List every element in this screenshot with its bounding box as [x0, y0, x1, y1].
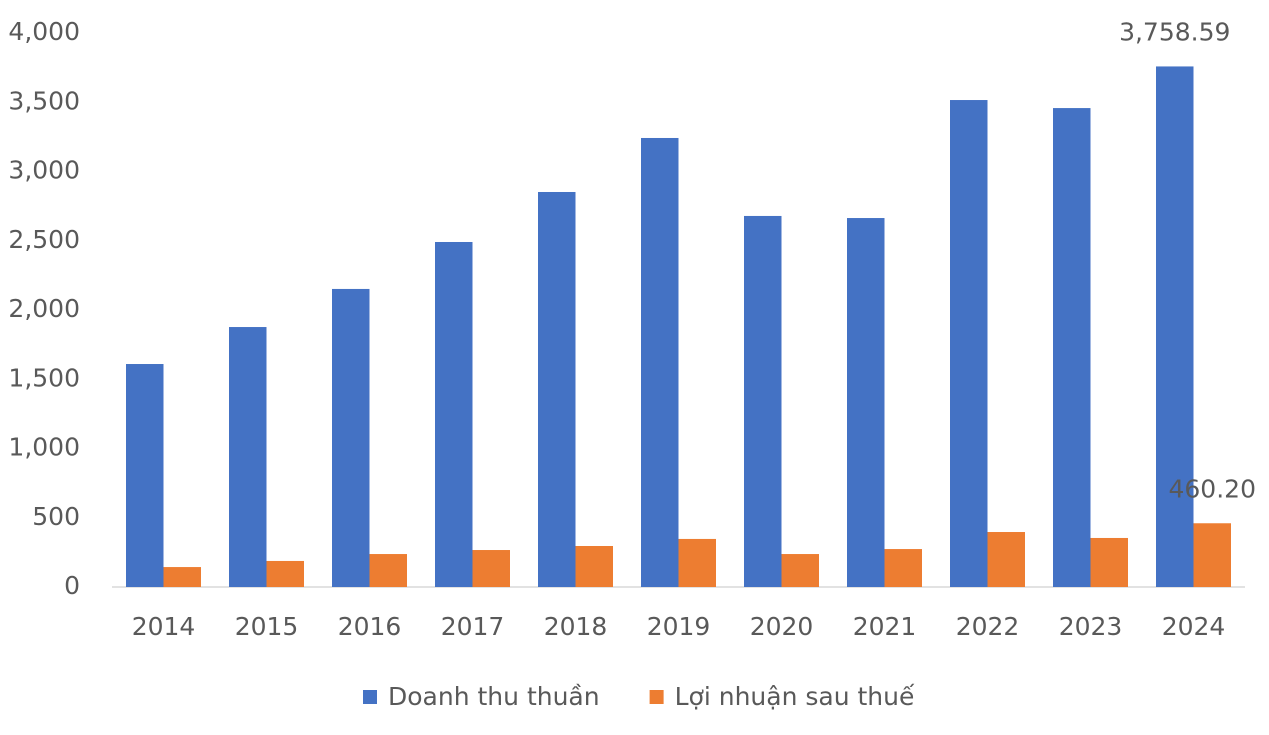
- x-tick-label: 2024: [1162, 612, 1226, 641]
- x-tick-label: 2015: [235, 612, 299, 641]
- bar: [126, 364, 164, 587]
- bar: [1193, 523, 1231, 587]
- x-tick-label: 2016: [338, 612, 402, 641]
- legend-label: Doanh thu thuần: [388, 682, 600, 711]
- bar: [435, 241, 473, 587]
- bar: [266, 560, 304, 587]
- data-label: 460.20: [1169, 474, 1256, 503]
- x-tick-label: 2022: [956, 612, 1020, 641]
- y-tick-label: 4,000: [8, 17, 80, 46]
- bar: [1053, 108, 1091, 587]
- y-tick-label: 500: [32, 502, 80, 531]
- x-tick-label: 2021: [853, 612, 917, 641]
- bar: [575, 546, 613, 587]
- legend-swatch: [649, 690, 664, 704]
- bar: [950, 100, 988, 587]
- bar: [472, 550, 510, 587]
- y-tick-label: 2,500: [8, 225, 80, 254]
- bar: [1090, 537, 1128, 587]
- y-tick-label: 1,000: [8, 433, 80, 462]
- y-tick-label: 1,500: [8, 363, 80, 392]
- bar: [641, 137, 679, 587]
- x-tick-label: 2023: [1059, 612, 1123, 641]
- bar: [987, 532, 1025, 587]
- bar: [781, 554, 819, 587]
- y-tick-label: 2,000: [8, 294, 80, 323]
- bar: [163, 567, 201, 587]
- bar: [678, 538, 716, 587]
- x-tick-label: 2019: [647, 612, 711, 641]
- bar: [332, 288, 370, 587]
- bar: [369, 554, 407, 587]
- y-tick-label: 3,000: [8, 156, 80, 185]
- y-tick-label: 0: [64, 571, 80, 600]
- legend-swatch: [363, 690, 377, 704]
- bar: [884, 549, 922, 587]
- x-tick-label: 2017: [441, 612, 505, 641]
- x-tick-label: 2018: [544, 612, 608, 641]
- legend-label: Lợi nhuận sau thuế: [675, 682, 915, 711]
- bar: [538, 191, 576, 588]
- x-tick-label: 2014: [132, 612, 196, 641]
- y-tick-label: 3,500: [8, 86, 80, 115]
- data-label: 3,758.59: [1119, 17, 1230, 46]
- bar: [229, 327, 267, 587]
- bar: [1156, 66, 1194, 587]
- x-tick-label: 2020: [750, 612, 814, 641]
- bar: [847, 218, 885, 587]
- bar: [744, 215, 782, 587]
